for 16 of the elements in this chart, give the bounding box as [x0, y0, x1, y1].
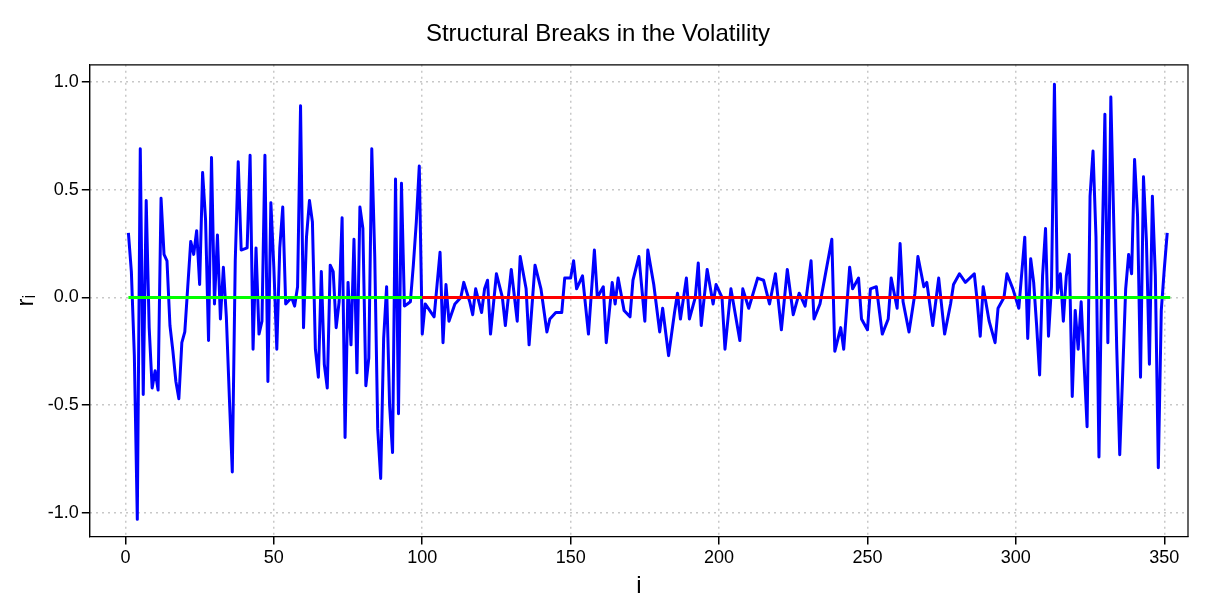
x-tick-label: 0 — [120, 547, 131, 568]
x-tick-label: 350 — [1149, 547, 1180, 568]
y-tick-label: -1.0 — [47, 501, 79, 522]
y-tick-label: 0.0 — [53, 286, 79, 307]
y-tick-label: 1.0 — [53, 71, 79, 91]
x-tick-label: 250 — [852, 547, 883, 568]
x-tick-label: 300 — [1000, 547, 1031, 568]
y-tick-label: -0.5 — [47, 394, 79, 415]
x-axis-title: i — [636, 571, 642, 599]
chart-title: Structural Breaks in the Volatility — [425, 19, 771, 47]
x-tick-label: 100 — [407, 547, 438, 568]
x-tick-label: 150 — [555, 547, 586, 568]
y-axis-title: rᵢ — [11, 294, 39, 307]
x-tick-label: 50 — [263, 547, 284, 568]
y-tick-label: 0.5 — [53, 178, 79, 199]
x-tick-label: 200 — [704, 547, 735, 568]
